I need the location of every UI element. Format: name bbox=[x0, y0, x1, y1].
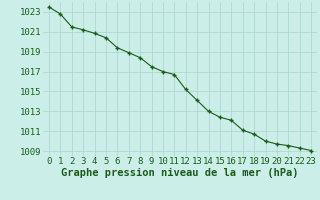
X-axis label: Graphe pression niveau de la mer (hPa): Graphe pression niveau de la mer (hPa) bbox=[61, 168, 299, 178]
